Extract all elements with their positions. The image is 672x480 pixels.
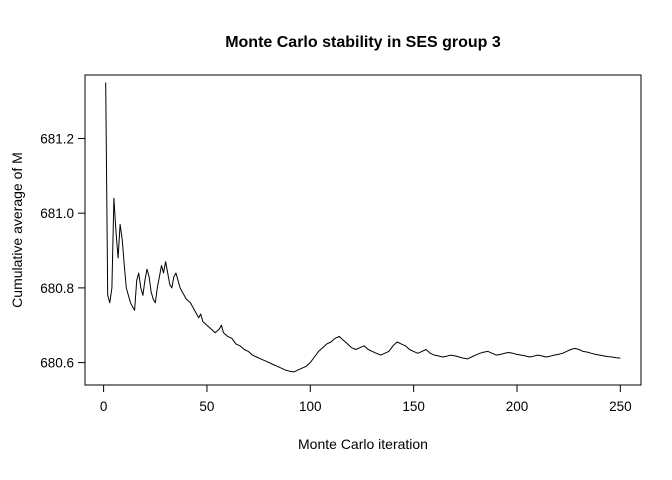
x-tick-label: 250 <box>609 399 632 414</box>
x-tick-label: 0 <box>100 399 108 414</box>
x-tick-label: 100 <box>299 399 322 414</box>
x-axis-label: Monte Carlo iteration <box>298 436 428 452</box>
y-axis-label: Cumulative average of M <box>9 152 25 308</box>
x-tick-label: 200 <box>506 399 529 414</box>
y-tick-label: 681.0 <box>40 206 74 221</box>
chart-title: Monte Carlo stability in SES group 3 <box>225 34 501 51</box>
y-tick-label: 680.8 <box>40 281 74 296</box>
y-tick-label: 680.6 <box>40 356 74 371</box>
x-axis-ticks: 0 50 100 150 200 250 <box>100 385 632 414</box>
x-tick-label: 50 <box>199 399 214 414</box>
y-tick-label: 681.2 <box>40 131 74 146</box>
y-axis-ticks: 680.6 680.8 681.0 681.2 <box>40 131 85 371</box>
x-tick-label: 150 <box>402 399 425 414</box>
series-line <box>105 82 621 373</box>
plot-box <box>84 74 642 386</box>
